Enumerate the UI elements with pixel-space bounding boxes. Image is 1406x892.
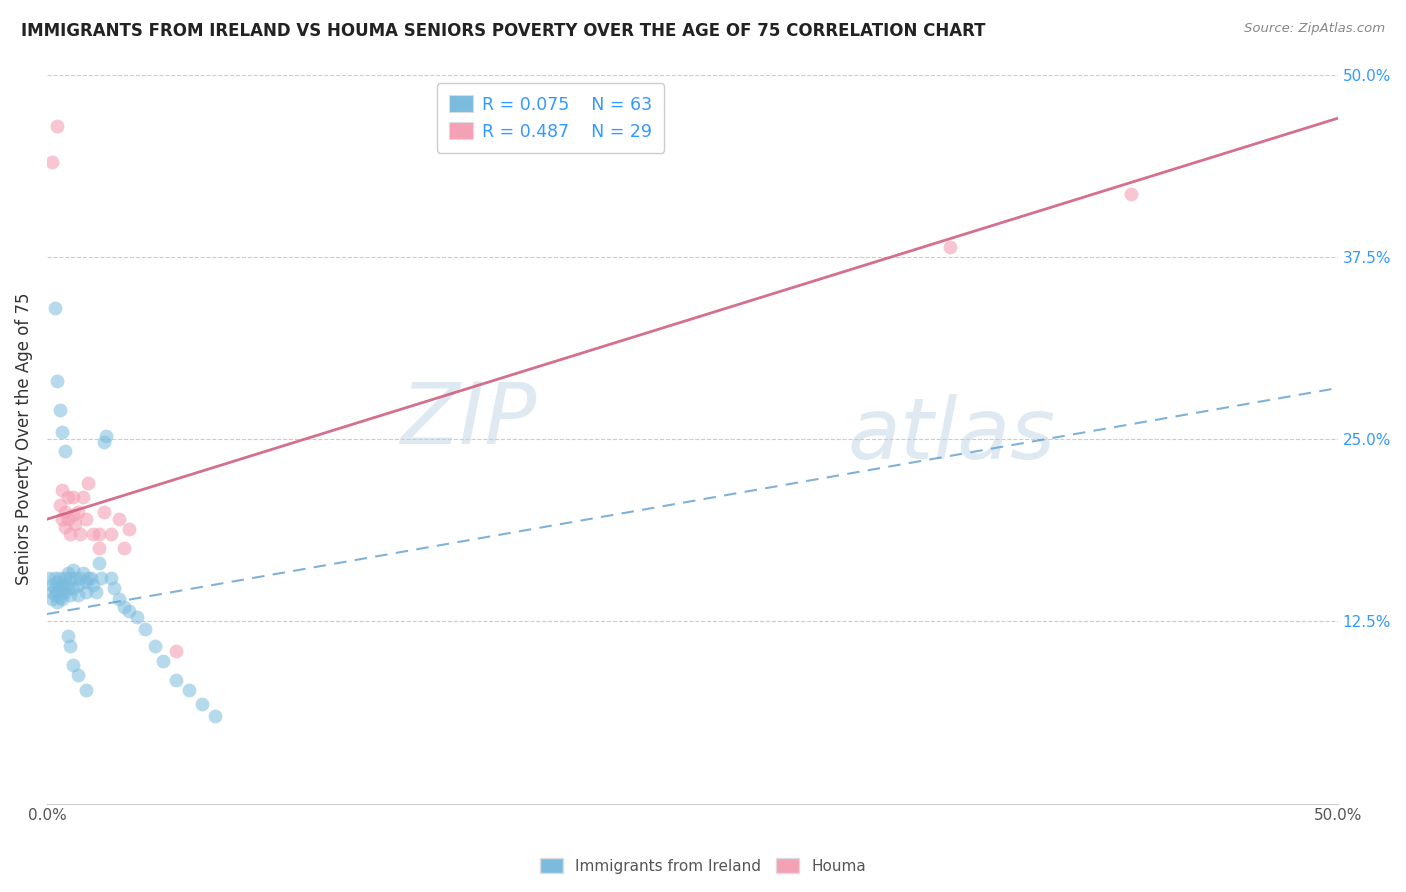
Point [51, 578, 73, 592]
Text: Source: ZipAtlas.com: Source: ZipAtlas.com [1244, 22, 1385, 36]
Point [96, 429, 118, 443]
Point [62, 491, 84, 505]
Point [75, 574, 97, 589]
Legend: Immigrants from Ireland, Houma: Immigrants from Ireland, Houma [534, 852, 872, 880]
Point [49, 571, 72, 585]
Point [108, 512, 131, 526]
Point [56, 512, 79, 526]
Point [49, 581, 72, 595]
Point [87, 556, 110, 570]
Point [66, 668, 89, 682]
Point [100, 526, 122, 541]
Point [49, 403, 72, 417]
Point [46, 119, 69, 133]
Point [59, 639, 82, 653]
Point [41, 585, 63, 599]
Point [62, 508, 84, 522]
Point [143, 639, 166, 653]
Point [108, 592, 131, 607]
Point [41, 155, 63, 169]
Point [103, 581, 125, 595]
Point [82, 578, 104, 592]
Point [44, 571, 66, 585]
Point [41, 592, 63, 607]
Point [72, 491, 94, 505]
Point [59, 526, 82, 541]
Text: ZIP: ZIP [401, 379, 537, 462]
Point [56, 491, 79, 505]
Point [112, 541, 135, 556]
Point [84, 585, 107, 599]
Point [56, 566, 79, 581]
Point [53, 519, 76, 533]
Point [65, 571, 87, 585]
Point [53, 443, 76, 458]
Point [134, 622, 156, 636]
Point [118, 604, 141, 618]
Point [56, 581, 79, 595]
Point [62, 563, 84, 577]
Point [53, 585, 76, 599]
Point [127, 610, 149, 624]
Point [66, 578, 89, 592]
Point [51, 483, 73, 497]
Point [41, 578, 63, 592]
Point [177, 682, 200, 697]
Point [939, 239, 962, 253]
Point [59, 588, 82, 602]
Point [44, 581, 66, 595]
Point [69, 571, 91, 585]
Point [56, 629, 79, 643]
Point [46, 574, 69, 589]
Point [152, 654, 174, 668]
Point [165, 643, 187, 657]
Point [44, 301, 66, 315]
Point [46, 585, 69, 599]
Point [65, 516, 87, 531]
Point [53, 578, 76, 592]
Point [1119, 187, 1142, 202]
Point [44, 588, 66, 602]
Point [82, 526, 104, 541]
Point [75, 682, 97, 697]
Point [62, 658, 84, 673]
Y-axis label: Seniors Poverty Over the Age of 75: Seniors Poverty Over the Age of 75 [15, 293, 32, 585]
Point [53, 505, 76, 519]
Point [72, 566, 94, 581]
Point [87, 526, 110, 541]
Point [51, 592, 73, 607]
Point [49, 590, 72, 604]
Point [66, 505, 89, 519]
Point [38, 571, 60, 585]
Point [59, 571, 82, 585]
Point [46, 374, 69, 388]
Point [165, 673, 187, 687]
Point [75, 512, 97, 526]
Point [77, 571, 100, 585]
Point [69, 526, 91, 541]
Point [49, 498, 72, 512]
Point [90, 571, 112, 585]
Point [62, 581, 84, 595]
Text: atlas: atlas [848, 394, 1054, 477]
Point [46, 595, 69, 609]
Point [118, 523, 141, 537]
Legend: R = 0.075    N = 63, R = 0.487    N = 29: R = 0.075 N = 63, R = 0.487 N = 29 [437, 83, 664, 153]
Point [66, 588, 89, 602]
Point [77, 475, 100, 490]
Point [112, 599, 135, 614]
Point [93, 434, 115, 449]
Point [53, 571, 76, 585]
Point [75, 585, 97, 599]
Point [204, 709, 226, 723]
Point [191, 698, 214, 712]
Point [51, 425, 73, 439]
Text: IMMIGRANTS FROM IRELAND VS HOUMA SENIORS POVERTY OVER THE AGE OF 75 CORRELATION : IMMIGRANTS FROM IRELAND VS HOUMA SENIORS… [21, 22, 986, 40]
Point [51, 512, 73, 526]
Point [51, 585, 73, 599]
Point [93, 505, 115, 519]
Point [100, 571, 122, 585]
Point [80, 571, 103, 585]
Point [87, 541, 110, 556]
